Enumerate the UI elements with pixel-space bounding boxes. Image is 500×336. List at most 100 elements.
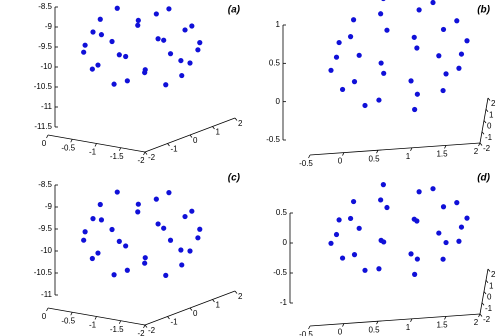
point	[458, 51, 465, 57]
point	[454, 18, 460, 24]
point	[155, 36, 161, 42]
point	[197, 40, 203, 46]
x-tick	[118, 147, 122, 151]
x-tick	[376, 321, 379, 325]
y-tick	[485, 109, 489, 112]
x-tick	[46, 134, 49, 139]
point	[458, 224, 465, 230]
point	[124, 78, 130, 84]
point	[416, 7, 422, 13]
point	[456, 238, 462, 244]
panel-label: (a)	[228, 5, 241, 16]
point	[440, 256, 446, 262]
x-tick	[478, 142, 481, 147]
point	[90, 216, 96, 222]
y-tick-label: 1	[489, 281, 494, 290]
point	[430, 186, 436, 192]
point	[182, 213, 188, 220]
point	[114, 5, 120, 11]
point	[464, 215, 470, 221]
panel-label: (b)	[477, 5, 490, 16]
point	[351, 79, 358, 85]
x-tick	[94, 316, 97, 320]
z-tick-label: 0	[283, 238, 288, 247]
x-tick	[478, 313, 481, 318]
panel: 0 -0.5 -1 -1.5 -2 -2-1012-8.5-9-9.5-10-10.5-1…	[34, 173, 243, 336]
point	[135, 209, 141, 215]
z-tick-label: -9.5	[38, 224, 52, 233]
z-tick-label: -11.5	[34, 122, 52, 131]
point	[333, 54, 340, 60]
z-tick-label: -10	[40, 62, 52, 71]
point	[182, 27, 188, 33]
y-tick-label: 2	[238, 292, 243, 301]
z-tick-label: 0.5	[276, 208, 288, 217]
point	[333, 231, 340, 238]
point	[430, 0, 436, 6]
x-tick	[118, 320, 122, 324]
point	[414, 218, 420, 224]
panel: -0.5 0 0.5 1 1.5 2 -2 -1 0 1 2 0.5 0 -0.5 -1 (d)	[273, 173, 496, 336]
point	[166, 190, 172, 196]
point	[378, 197, 384, 203]
y-tick-label: -1	[171, 145, 179, 154]
point	[90, 29, 96, 35]
point	[178, 57, 184, 64]
z-tick-label: -10.5	[34, 82, 53, 91]
point	[163, 82, 169, 88]
point	[376, 266, 382, 272]
point	[135, 17, 141, 24]
x-tick-label: 0.5	[368, 154, 380, 163]
x-tick	[143, 324, 146, 329]
point	[381, 239, 387, 245]
point	[416, 189, 422, 195]
point	[408, 78, 414, 84]
point	[161, 225, 167, 231]
point	[135, 201, 141, 207]
point	[142, 260, 148, 266]
point	[384, 204, 390, 211]
z-tick-label: -0.5	[266, 135, 280, 144]
point	[89, 255, 95, 262]
point	[163, 272, 169, 278]
point	[412, 271, 418, 277]
point	[161, 37, 167, 43]
y-tick-label: 2	[491, 270, 496, 279]
x-tick-label: -2	[137, 329, 145, 336]
point	[82, 42, 88, 48]
point	[95, 250, 101, 256]
point	[116, 238, 122, 244]
z-tick-label: 0.5	[269, 58, 281, 67]
point	[378, 11, 384, 17]
point	[123, 243, 129, 249]
point	[414, 45, 420, 51]
point	[97, 201, 103, 208]
x-tick-label: 1.5	[436, 321, 448, 330]
x-tick-label: 1.5	[436, 150, 448, 159]
y-tick	[234, 290, 238, 294]
point	[347, 34, 354, 40]
x-axis	[309, 313, 481, 327]
point	[411, 34, 417, 40]
point	[109, 38, 115, 45]
y-tick	[483, 120, 487, 124]
point	[81, 49, 87, 55]
y-tick	[479, 142, 483, 146]
point	[167, 237, 174, 243]
y-tick	[481, 131, 485, 135]
z-tick-label: -0.5	[273, 268, 287, 277]
x-tick	[342, 323, 345, 327]
x-tick	[376, 150, 379, 154]
point	[362, 102, 368, 109]
y-tick-label: -2	[483, 144, 491, 153]
z-tick-label: -10	[40, 246, 52, 255]
panel-label: (c)	[228, 173, 241, 184]
point	[109, 226, 115, 233]
y-tick	[485, 280, 489, 283]
point	[440, 26, 447, 33]
z-tick-label: -10.5	[34, 268, 53, 277]
point	[440, 204, 447, 210]
x-tick-label: 1	[406, 323, 411, 332]
point	[97, 16, 103, 22]
y-tick	[487, 97, 491, 101]
